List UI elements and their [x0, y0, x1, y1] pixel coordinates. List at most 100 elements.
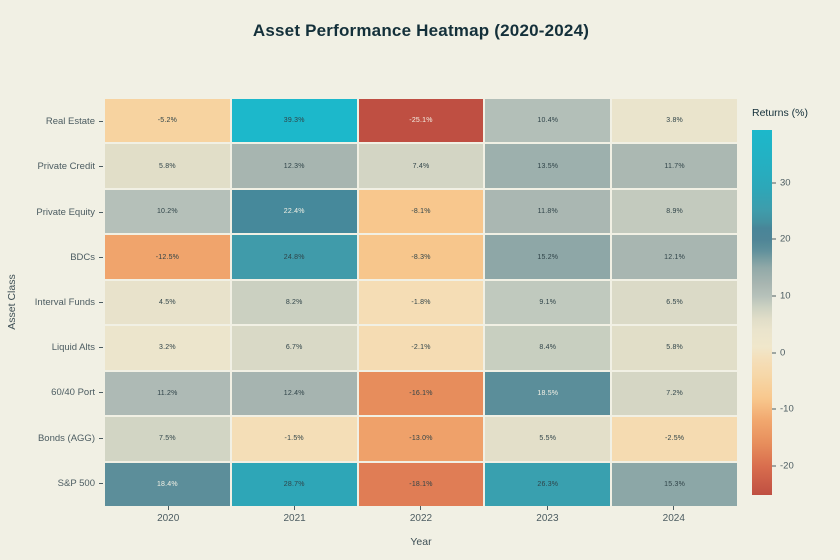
heatmap-cell: 9.1% [485, 280, 611, 325]
colorbar-tick: -20 [772, 461, 794, 472]
x-axis-tick-labels: 2020 2021 2022 2023 2024 [105, 506, 737, 528]
colorbar-tick-text: 30 [780, 177, 791, 189]
heatmap-cell: 10.2% [105, 189, 230, 234]
y-tick-text: 60/40 Port [51, 387, 95, 399]
colorbar-tick-labels: 30 20 10 0 -10 -20 [772, 130, 812, 495]
colorbar-label: Returns (%) [752, 107, 809, 119]
heatmap-cell: 8.4% [485, 326, 611, 370]
y-tick-label: Liquid Alts [0, 325, 103, 370]
heatmap-cell: 7.2% [612, 371, 737, 416]
heatmap-cell: -25.1% [358, 99, 484, 143]
heatmap-cell: 11.7% [612, 144, 737, 188]
heatmap-cell: 22.4% [231, 189, 357, 234]
y-tick-mark [99, 347, 103, 349]
heatmap-cell: 10.4% [485, 99, 611, 143]
heatmap-cell: 24.8% [231, 235, 357, 279]
x-tick-mark [420, 506, 422, 510]
heatmap-cell: -13.0% [358, 417, 484, 461]
y-tick-mark [99, 437, 103, 439]
y-tick-mark [99, 301, 103, 303]
heatmap-cell: -2.5% [612, 417, 737, 461]
colorbar-tick: 20 [772, 234, 791, 245]
x-tick-label: 2023 [484, 506, 610, 528]
colorbar-tick-mark [772, 352, 776, 354]
x-tick-text: 2021 [283, 513, 306, 524]
colorbar-tick-mark [772, 295, 776, 297]
y-tick-label: Private Credit [0, 144, 103, 189]
heatmap-cell: 18.4% [105, 462, 230, 506]
y-tick-mark [99, 482, 103, 484]
heatmap-cell: 5.5% [485, 417, 611, 461]
heatmap-cell: 3.2% [105, 326, 230, 370]
heatmap-cell: -8.1% [358, 189, 484, 234]
heatmap-cell: 8.9% [612, 189, 737, 234]
heatmap-cell: 5.8% [105, 144, 230, 188]
heatmap-cell: 7.4% [358, 144, 484, 188]
heatmap-cell: -2.1% [358, 326, 484, 370]
colorbar-tick-text: 20 [780, 233, 791, 245]
heatmap-cell: 12.4% [231, 371, 357, 416]
y-tick-label: Bonds (AGG) [0, 416, 103, 461]
heatmap-cell: 12.1% [612, 235, 737, 279]
x-tick-label: 2022 [358, 506, 484, 528]
y-tick-text: BDCs [70, 251, 95, 263]
heatmap-cell: 15.3% [612, 462, 737, 506]
y-tick-text: Real Estate [45, 116, 95, 128]
y-tick-text: Private Equity [36, 206, 95, 218]
x-tick-mark [167, 506, 169, 510]
heatmap-cell: 7.5% [105, 417, 230, 461]
colorbar-tick-mark [772, 182, 776, 184]
y-tick-mark [99, 211, 103, 213]
heatmap-cell: -16.1% [358, 371, 484, 416]
colorbar-tick-text: 10 [780, 290, 791, 302]
y-tick-label: 60/40 Port [0, 370, 103, 415]
colorbar-tick: 0 [772, 347, 785, 358]
x-tick-label: 2020 [105, 506, 231, 528]
heatmap-cell: -18.1% [358, 462, 484, 506]
colorbar-tick-mark [772, 408, 776, 410]
heatmap-grid: -5.2% 39.3% -25.1% 10.4% 3.8% 5.8% 12.3% 7.4% 13… [105, 99, 737, 506]
heatmap-cell: -1.5% [231, 417, 357, 461]
y-tick-text: Private Credit [37, 161, 95, 173]
heatmap-cell: 18.5% [485, 371, 611, 416]
heatmap-cell: 4.5% [105, 280, 230, 325]
heatmap-cell: 6.7% [231, 326, 357, 370]
heatmap-cell: 11.8% [485, 189, 611, 234]
y-tick-label: Real Estate [0, 99, 103, 144]
colorbar-tick-text: -10 [780, 403, 794, 415]
y-tick-text: Bonds (AGG) [37, 432, 95, 444]
x-tick-label: 2024 [611, 506, 737, 528]
colorbar-gradient [752, 130, 772, 495]
y-tick-label: BDCs [0, 235, 103, 280]
heatmap-cell: 8.2% [231, 280, 357, 325]
x-tick-text: 2022 [409, 513, 433, 524]
heatmap-cell: 3.8% [612, 99, 737, 143]
y-tick-mark [99, 166, 103, 168]
x-tick-label: 2021 [231, 506, 357, 528]
heatmap-cell: 39.3% [231, 99, 357, 143]
y-tick-label: S&P 500 [0, 461, 103, 506]
heatmap-cell: -8.3% [358, 235, 484, 279]
colorbar-tick-mark [772, 465, 776, 467]
heatmap-cell: -1.8% [358, 280, 484, 325]
x-tick-mark [294, 506, 296, 510]
y-tick-text: Interval Funds [34, 296, 95, 308]
x-tick-text: 2023 [536, 513, 559, 524]
y-tick-mark [99, 121, 103, 123]
heatmap-cell: -5.2% [105, 99, 230, 143]
heatmap-cell: 11.2% [105, 371, 230, 416]
y-tick-text: S&P 500 [57, 477, 95, 489]
colorbar-tick: -10 [772, 404, 794, 415]
colorbar-tick-mark [772, 238, 776, 240]
colorbar-tick: 30 [772, 177, 791, 188]
heatmap-cell: 5.8% [612, 326, 737, 370]
heatmap-cell: 6.5% [612, 280, 737, 325]
colorbar-tick-text: 0 [780, 347, 786, 359]
colorbar-tick: 10 [772, 291, 791, 302]
y-tick-text: Liquid Alts [51, 342, 95, 354]
chart-title: Asset Performance Heatmap (2020-2024) [252, 21, 590, 40]
x-tick-text: 2020 [157, 513, 180, 524]
heatmap-cell: 15.2% [485, 235, 611, 279]
x-tick-mark [546, 506, 548, 510]
